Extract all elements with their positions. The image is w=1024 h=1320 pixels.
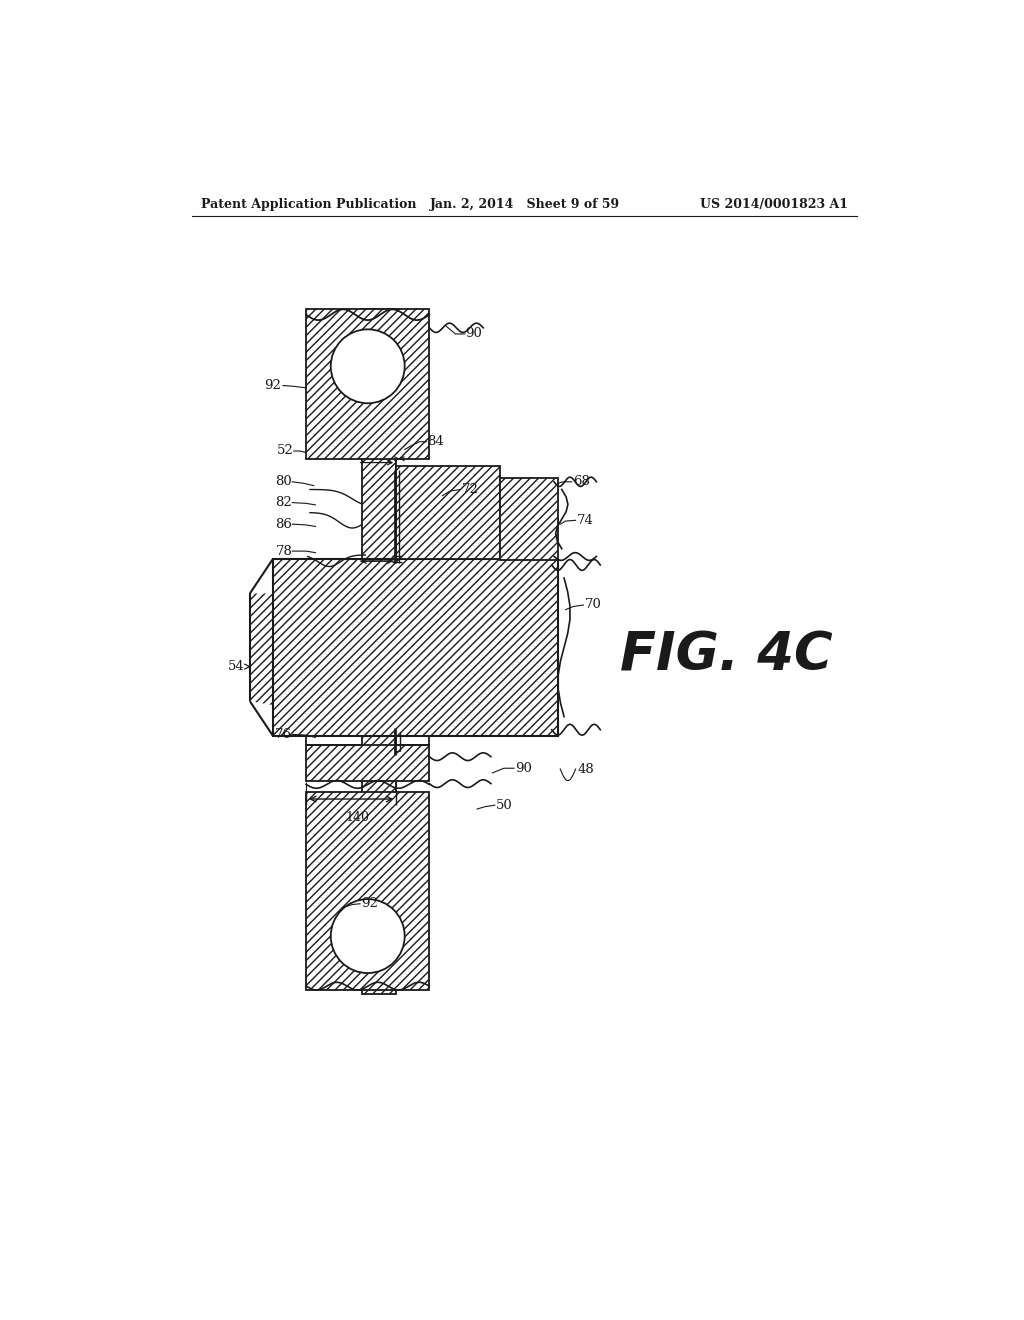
Polygon shape	[500, 478, 558, 561]
Polygon shape	[250, 594, 273, 705]
Bar	[306, 309, 429, 459]
Circle shape	[331, 330, 404, 404]
Text: FIG. 4C: FIG. 4C	[620, 630, 833, 681]
Text: 90: 90	[515, 762, 532, 775]
Text: 68: 68	[573, 475, 590, 488]
Text: 84: 84	[427, 436, 443, 449]
Text: US 2014/0001823 A1: US 2014/0001823 A1	[700, 198, 848, 211]
Text: 140: 140	[345, 812, 370, 825]
Bar	[306, 744, 429, 780]
Text: 92: 92	[264, 379, 282, 392]
Text: 76: 76	[275, 727, 292, 741]
Text: 72: 72	[462, 483, 478, 496]
Text: 82: 82	[275, 496, 292, 510]
Text: 74: 74	[578, 513, 594, 527]
Bar	[306, 792, 429, 990]
Bar	[396, 466, 500, 558]
Text: Patent Application Publication: Patent Application Publication	[202, 198, 417, 211]
Circle shape	[331, 899, 404, 973]
Bar	[273, 558, 558, 737]
Text: 54: 54	[227, 660, 245, 673]
Text: 50: 50	[497, 799, 513, 812]
Text: 90: 90	[466, 327, 482, 341]
Text: 86: 86	[275, 517, 292, 531]
Text: 70: 70	[585, 598, 602, 611]
Text: 80: 80	[275, 475, 292, 488]
Text: 92: 92	[361, 898, 379, 911]
Text: 78: 78	[275, 545, 292, 557]
Text: 52: 52	[278, 445, 294, 458]
Text: Jan. 2, 2014   Sheet 9 of 59: Jan. 2, 2014 Sheet 9 of 59	[430, 198, 620, 211]
Text: 48: 48	[578, 763, 594, 776]
Bar	[361, 309, 396, 994]
